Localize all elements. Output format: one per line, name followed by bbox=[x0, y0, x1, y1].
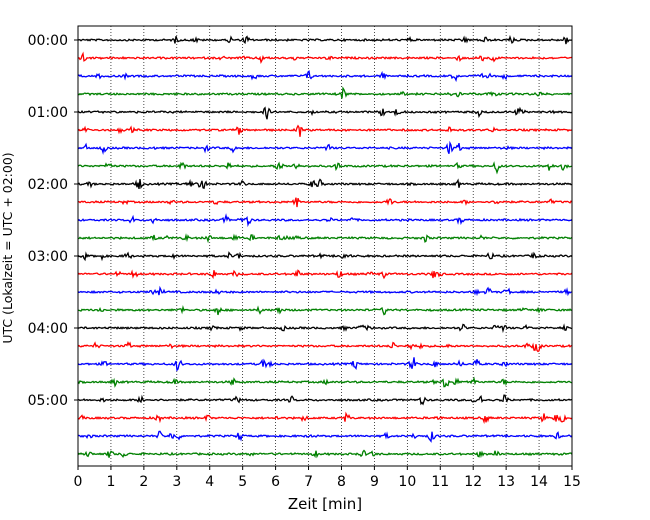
trace-row-00:15 bbox=[77, 51, 573, 65]
y-tick-label: 04:00 bbox=[28, 321, 68, 337]
x-tick-label: 10 bbox=[398, 474, 416, 490]
trace-row-03:00 bbox=[77, 251, 573, 262]
trace-row-03:30 bbox=[77, 285, 573, 297]
trace-row-05:15 bbox=[77, 411, 573, 425]
trace-row-02:15 bbox=[77, 197, 573, 208]
y-axis-label: UTC (Lokalzeit = UTC + 02:00) bbox=[0, 152, 15, 343]
x-tick-label: 15 bbox=[563, 474, 581, 490]
x-tick-label: 9 bbox=[370, 474, 379, 490]
x-tick-label: 2 bbox=[139, 474, 148, 490]
trace-row-04:45 bbox=[77, 376, 573, 388]
trace-row-01:45 bbox=[77, 161, 573, 175]
y-tick-label: 05:00 bbox=[28, 393, 68, 409]
x-axis-ticks: 0 1 2 3 4 5 6 7 8 9 10 11 12 13 14 15 bbox=[74, 466, 581, 490]
trace-row-05:45 bbox=[77, 449, 573, 459]
trace-row-02:45 bbox=[77, 233, 573, 244]
trace-row-01:15 bbox=[77, 124, 573, 137]
y-axis-ticks: 00:00 01:00 02:00 03:00 04:00 05:00 bbox=[28, 33, 78, 409]
plot-frame bbox=[77, 25, 573, 467]
y-tick-label: 02:00 bbox=[28, 177, 68, 193]
x-axis-label: Zeit [min] bbox=[288, 495, 362, 513]
trace-row-00:00 bbox=[77, 34, 573, 45]
x-tick-label: 11 bbox=[431, 474, 449, 490]
trace-row-02:30 bbox=[77, 213, 573, 228]
x-tick-label: 4 bbox=[205, 474, 214, 490]
trace-row-00:45 bbox=[77, 86, 573, 99]
trace-row-03:15 bbox=[77, 269, 573, 280]
x-tick-label: 5 bbox=[238, 474, 247, 490]
x-tick-label: 14 bbox=[530, 474, 548, 490]
x-tick-label: 3 bbox=[172, 474, 181, 490]
y-tick-label: 01:00 bbox=[28, 105, 68, 121]
y-tick-label: 00:00 bbox=[28, 33, 68, 49]
trace-row-02:00 bbox=[77, 178, 573, 190]
trace-row-04:00 bbox=[77, 323, 573, 334]
trace-row-01:30 bbox=[77, 140, 573, 156]
y-tick-label: 03:00 bbox=[28, 249, 68, 265]
x-tick-label: 6 bbox=[271, 474, 280, 490]
trace-rows bbox=[77, 34, 573, 459]
x-tick-label: 0 bbox=[74, 474, 83, 490]
trace-row-00:30 bbox=[77, 69, 573, 83]
vertical-grid bbox=[110, 26, 540, 466]
trace-row-04:15 bbox=[77, 340, 573, 353]
x-tick-label: 1 bbox=[106, 474, 115, 490]
x-tick-label: 8 bbox=[337, 474, 346, 490]
trace-row-01:00 bbox=[77, 106, 573, 120]
trace-row-05:30 bbox=[77, 430, 573, 443]
trace-row-05:00 bbox=[77, 394, 573, 406]
trace-row-03:45 bbox=[77, 305, 573, 316]
x-tick-label: 12 bbox=[464, 474, 482, 490]
x-tick-label: 13 bbox=[497, 474, 515, 490]
trace-row-04:30 bbox=[77, 357, 573, 372]
x-tick-label: 7 bbox=[304, 474, 313, 490]
